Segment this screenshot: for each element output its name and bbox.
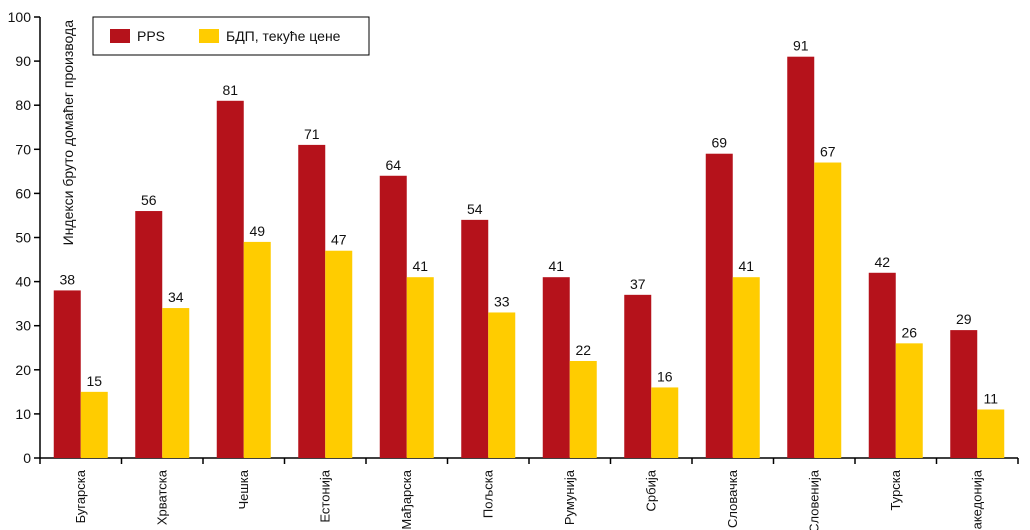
x-category-label: Турска <box>888 469 903 510</box>
x-category-label: Македонија <box>969 469 984 530</box>
bar-pps <box>461 219 489 458</box>
bar-gdp-current-prices <box>895 343 923 458</box>
y-tick-label: 90 <box>15 53 31 69</box>
y-tick-label: 100 <box>8 9 32 25</box>
x-category-label: Словенија <box>806 469 821 530</box>
data-label: 56 <box>141 192 157 208</box>
data-label: 67 <box>820 144 836 160</box>
data-label: 54 <box>467 201 483 217</box>
legend-swatch <box>199 29 219 43</box>
bar-pps <box>379 175 407 458</box>
data-label: 41 <box>548 258 564 274</box>
legend-box <box>92 16 370 56</box>
legend-label: PPS <box>137 28 165 44</box>
bar-gdp-current-prices <box>243 241 271 458</box>
bar-gdp-current-prices <box>80 391 108 458</box>
data-label: 42 <box>874 254 890 270</box>
data-label: 49 <box>249 223 265 239</box>
y-axis-title: Индекси бруто домаћег производа <box>60 20 76 246</box>
data-label: 15 <box>86 373 102 389</box>
data-label: 29 <box>956 311 972 327</box>
bar-pps <box>216 100 244 458</box>
y-tick-label: 0 <box>23 450 31 466</box>
bar-pps <box>705 153 733 458</box>
data-label: 38 <box>59 271 75 287</box>
bar-gdp-current-prices <box>651 387 679 458</box>
data-labels: 38 15 56 34 81 49 71 47 64 41 54 33 41 22 37 16 69 41 91 67… <box>59 38 998 407</box>
y-tick-label: 20 <box>15 362 31 378</box>
bar-gdp-current-prices <box>488 312 516 458</box>
data-label: 47 <box>331 232 347 248</box>
y-tick-label: 60 <box>15 185 31 201</box>
data-label: 37 <box>630 276 646 292</box>
bar-gdp-current-prices <box>814 162 842 458</box>
data-label: 91 <box>793 38 809 54</box>
data-label: 34 <box>168 289 184 305</box>
y-tick-label: 70 <box>15 141 31 157</box>
x-category-label: Србија <box>643 469 658 511</box>
data-label: 69 <box>711 135 727 151</box>
x-category-label: Чешка <box>236 469 251 509</box>
x-axis: Бугарска Хрватска Чешка Естонија Мађарска Пољ… <box>39 457 1019 530</box>
x-category-label: Мађарска <box>399 469 414 529</box>
y-tick-label: 40 <box>15 274 31 290</box>
data-label: 33 <box>494 293 510 309</box>
data-label: 22 <box>575 342 591 358</box>
bar-pps <box>787 56 815 458</box>
bar-pps <box>950 330 978 458</box>
bar-pps <box>868 272 896 458</box>
y-tick-label: 80 <box>15 97 31 113</box>
legend-label: БДП, текуће цене <box>226 28 341 44</box>
bar-pps <box>135 211 163 458</box>
data-label: 64 <box>385 157 401 173</box>
bar-pps <box>624 294 652 458</box>
bar-gdp-current-prices <box>732 277 760 458</box>
x-category-label: Пољска <box>480 469 495 518</box>
x-category-label: Словачка <box>725 469 740 528</box>
bar-gdp-current-prices <box>977 409 1005 458</box>
legend-swatch <box>110 29 130 43</box>
x-category-label: Румунија <box>562 469 577 525</box>
data-label: 26 <box>901 324 917 340</box>
y-tick-label: 10 <box>15 406 31 422</box>
bar-gdp-current-prices <box>325 250 353 458</box>
data-label: 41 <box>412 258 428 274</box>
bar-gdp-current-prices <box>569 360 597 458</box>
bar-pps <box>542 277 570 458</box>
data-label: 16 <box>657 368 673 384</box>
bar-gdp-current-prices <box>406 277 434 458</box>
bar-pps <box>53 290 81 458</box>
y-axis: 0 10 20 30 40 50 60 70 80 90 100 <box>8 9 41 466</box>
data-label: 41 <box>738 258 754 274</box>
bars <box>53 56 1005 458</box>
x-category-label: Естонија <box>317 469 332 522</box>
y-tick-label: 30 <box>15 318 31 334</box>
legend: PPS БДП, текуће цене <box>92 16 370 56</box>
bar-gdp-current-prices <box>162 308 190 458</box>
data-label: 81 <box>222 82 238 98</box>
x-category-label: Хрватска <box>154 469 169 525</box>
data-label: 11 <box>983 390 998 406</box>
bar-pps <box>298 144 326 458</box>
x-category-label: Бугарска <box>73 469 88 523</box>
data-label: 71 <box>304 126 320 142</box>
y-tick-label: 50 <box>15 230 31 246</box>
